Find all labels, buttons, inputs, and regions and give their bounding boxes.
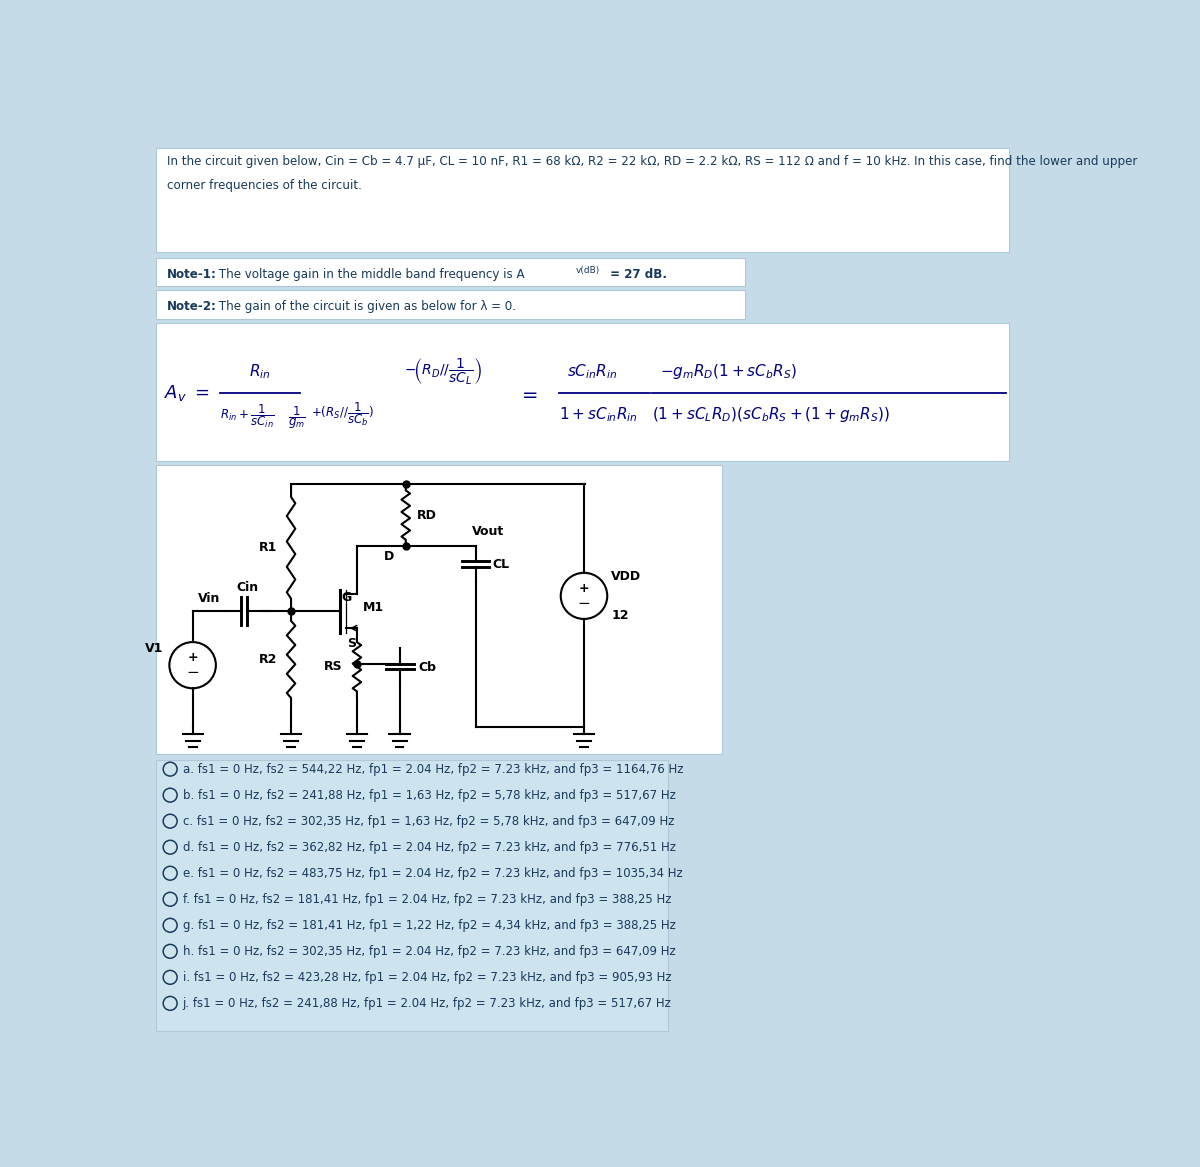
FancyBboxPatch shape — [156, 258, 745, 286]
Text: $-\!\left(R_D//\dfrac{1}{sC_L}\right)$: $-\!\left(R_D//\dfrac{1}{sC_L}\right)$ — [404, 356, 482, 387]
Text: R2: R2 — [259, 652, 277, 666]
Text: M1: M1 — [364, 601, 384, 614]
Text: Vin: Vin — [198, 592, 221, 606]
Text: $=$: $=$ — [518, 384, 539, 403]
Text: b. fs1 = 0 Hz, fs2 = 241,88 Hz, fp1 = 1,63 Hz, fp2 = 5,78 kHz, and fp3 = 517,67 : b. fs1 = 0 Hz, fs2 = 241,88 Hz, fp1 = 1,… — [182, 789, 676, 802]
Text: G: G — [342, 591, 352, 603]
Text: g. fs1 = 0 Hz, fs2 = 181,41 Hz, fp1 = 1,22 Hz, fp2 = 4,34 kHz, and fp3 = 388,25 : g. fs1 = 0 Hz, fs2 = 181,41 Hz, fp1 = 1,… — [182, 918, 676, 931]
Text: S: S — [348, 637, 356, 650]
Text: −: − — [186, 665, 199, 680]
Text: i. fs1 = 0 Hz, fs2 = 423,28 Hz, fp1 = 2.04 Hz, fp2 = 7.23 kHz, and fp3 = 905,93 : i. fs1 = 0 Hz, fs2 = 423,28 Hz, fp1 = 2.… — [182, 971, 671, 984]
Text: h. fs1 = 0 Hz, fs2 = 302,35 Hz, fp1 = 2.04 Hz, fp2 = 7.23 kHz, and fp3 = 647,09 : h. fs1 = 0 Hz, fs2 = 302,35 Hz, fp1 = 2.… — [182, 945, 676, 958]
Text: R1: R1 — [259, 541, 277, 554]
Text: f. fs1 = 0 Hz, fs2 = 181,41 Hz, fp1 = 2.04 Hz, fp2 = 7.23 kHz, and fp3 = 388,25 : f. fs1 = 0 Hz, fs2 = 181,41 Hz, fp1 = 2.… — [182, 893, 671, 906]
Text: V1: V1 — [145, 642, 163, 655]
FancyBboxPatch shape — [156, 760, 667, 1030]
Text: e. fs1 = 0 Hz, fs2 = 483,75 Hz, fp1 = 2.04 Hz, fp2 = 7.23 kHz, and fp3 = 1035,34: e. fs1 = 0 Hz, fs2 = 483,75 Hz, fp1 = 2.… — [182, 867, 683, 880]
Text: $(1+sC_LR_D)(sC_bR_S+(1+g_mR_S))$: $(1+sC_LR_D)(sC_bR_S+(1+g_mR_S))$ — [653, 405, 890, 425]
FancyBboxPatch shape — [156, 464, 722, 754]
Text: Vout: Vout — [472, 525, 504, 538]
Text: In the circuit given below, Cin = Cb = 4.7 μF, CL = 10 nF, R1 = 68 kΩ, R2 = 22 k: In the circuit given below, Cin = Cb = 4… — [167, 155, 1138, 168]
Text: corner frequencies of the circuit.: corner frequencies of the circuit. — [167, 179, 362, 191]
Text: Cb: Cb — [418, 661, 436, 675]
Text: CL: CL — [492, 558, 510, 571]
Text: = 27 dB.: = 27 dB. — [606, 268, 667, 281]
Text: $R_{in}+\dfrac{1}{sC_{in}}$: $R_{in}+\dfrac{1}{sC_{in}}$ — [220, 401, 275, 429]
Text: c. fs1 = 0 Hz, fs2 = 302,35 Hz, fp1 = 1,63 Hz, fp2 = 5,78 kHz, and fp3 = 647,09 : c. fs1 = 0 Hz, fs2 = 302,35 Hz, fp1 = 1,… — [182, 815, 674, 827]
FancyBboxPatch shape — [156, 148, 1009, 252]
Text: RD: RD — [418, 509, 437, 522]
Text: j. fs1 = 0 Hz, fs2 = 241,88 Hz, fp1 = 2.04 Hz, fp2 = 7.23 kHz, and fp3 = 517,67 : j. fs1 = 0 Hz, fs2 = 241,88 Hz, fp1 = 2.… — [182, 997, 672, 1009]
Text: The voltage gain in the middle band frequency is A: The voltage gain in the middle band freq… — [215, 268, 524, 281]
Text: The gain of the circuit is given as below for λ = 0.: The gain of the circuit is given as belo… — [215, 300, 516, 313]
Text: Cin: Cin — [236, 581, 259, 594]
Text: $\dfrac{1}{g_m}$: $\dfrac{1}{g_m}$ — [288, 404, 306, 431]
Text: RS: RS — [324, 661, 343, 673]
Text: $R_{in}$: $R_{in}$ — [250, 363, 271, 382]
Text: 12: 12 — [611, 609, 629, 622]
Text: Note-2:: Note-2: — [167, 300, 217, 313]
Text: $A_v\ =$: $A_v\ =$ — [164, 384, 210, 404]
Text: VDD: VDD — [611, 571, 641, 584]
Text: +: + — [187, 651, 198, 664]
Text: D: D — [384, 550, 394, 562]
Text: $sC_{in}R_{in}$: $sC_{in}R_{in}$ — [566, 363, 617, 382]
Text: +: + — [578, 581, 589, 595]
FancyBboxPatch shape — [156, 322, 1009, 461]
Text: $+(R_S//\dfrac{1}{sC_b})$: $+(R_S//\dfrac{1}{sC_b})$ — [311, 400, 374, 428]
Text: $1+sC_{in}R_{in}$: $1+sC_{in}R_{in}$ — [559, 406, 638, 425]
Text: −: − — [577, 596, 590, 612]
Text: $-g_mR_D(1+sC_bR_S)$: $-g_mR_D(1+sC_bR_S)$ — [660, 362, 797, 382]
Text: a. fs1 = 0 Hz, fs2 = 544,22 Hz, fp1 = 2.04 Hz, fp2 = 7.23 kHz, and fp3 = 1164,76: a. fs1 = 0 Hz, fs2 = 544,22 Hz, fp1 = 2.… — [182, 762, 683, 776]
Text: d. fs1 = 0 Hz, fs2 = 362,82 Hz, fp1 = 2.04 Hz, fp2 = 7.23 kHz, and fp3 = 776,51 : d. fs1 = 0 Hz, fs2 = 362,82 Hz, fp1 = 2.… — [182, 840, 676, 854]
FancyBboxPatch shape — [156, 291, 745, 319]
Text: Note-1:: Note-1: — [167, 268, 217, 281]
Text: v(dB): v(dB) — [576, 266, 600, 274]
